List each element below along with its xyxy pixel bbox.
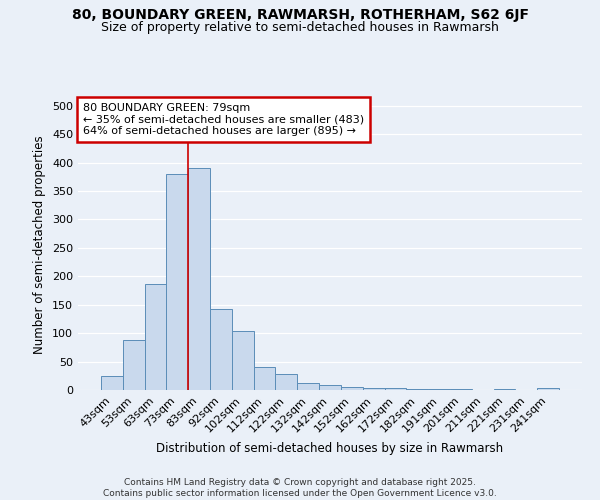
Bar (166, 174, 188, 390)
Bar (450, 389, 472, 390)
X-axis label: Distribution of semi-detached houses by size in Rawmarsh: Distribution of semi-detached houses by … (157, 442, 503, 455)
Bar (145, 284, 166, 390)
Bar (297, 383, 319, 390)
Bar (210, 310, 232, 390)
Bar (254, 368, 275, 390)
Bar (232, 332, 254, 390)
Y-axis label: Number of semi-detached properties: Number of semi-detached properties (34, 136, 46, 354)
Text: 80, BOUNDARY GREEN, RAWMARSH, ROTHERHAM, S62 6JF: 80, BOUNDARY GREEN, RAWMARSH, ROTHERHAM,… (71, 8, 529, 22)
Text: 80 BOUNDARY GREEN: 79sqm
← 35% of semi-detached houses are smaller (483)
64% of : 80 BOUNDARY GREEN: 79sqm ← 35% of semi-d… (83, 103, 364, 136)
Text: Contains HM Land Registry data © Crown copyright and database right 2025.
Contai: Contains HM Land Registry data © Crown c… (103, 478, 497, 498)
Text: Size of property relative to semi-detached houses in Rawmarsh: Size of property relative to semi-detach… (101, 21, 499, 34)
Bar (363, 388, 385, 390)
Bar (123, 340, 145, 390)
Bar (341, 386, 363, 390)
Bar (275, 374, 297, 390)
Bar (406, 389, 428, 390)
Bar (319, 385, 341, 390)
Bar (537, 388, 559, 390)
Bar (101, 376, 123, 390)
Bar (385, 388, 406, 390)
Bar (188, 168, 210, 390)
